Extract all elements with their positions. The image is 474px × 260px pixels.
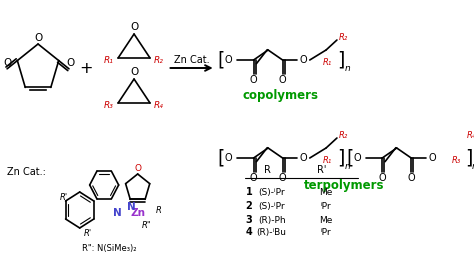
Text: O: O — [428, 153, 436, 163]
Text: O: O — [130, 22, 138, 32]
Text: (S)-ⁱPr: (S)-ⁱPr — [258, 187, 285, 197]
Text: R₁: R₁ — [104, 55, 114, 64]
Text: Me: Me — [319, 187, 333, 197]
Text: R": N(SiMe₃)₂: R": N(SiMe₃)₂ — [82, 244, 136, 252]
Text: ]: ] — [337, 50, 344, 69]
Text: R': R' — [84, 229, 92, 237]
Text: copolymers: copolymers — [243, 88, 319, 101]
Text: terpolymers: terpolymers — [304, 179, 384, 192]
Text: Zn: Zn — [130, 208, 145, 218]
Text: (S)-ⁱPr: (S)-ⁱPr — [258, 202, 285, 211]
Text: (R)-ⁱBu: (R)-ⁱBu — [257, 228, 287, 237]
Text: R₂: R₂ — [338, 131, 348, 140]
Text: O: O — [134, 164, 141, 172]
Text: O: O — [300, 153, 307, 163]
Text: (R)-Ph: (R)-Ph — [258, 216, 285, 224]
Text: R₂: R₂ — [154, 55, 164, 64]
Text: ⁱPr: ⁱPr — [321, 202, 331, 211]
Text: O: O — [130, 67, 138, 77]
Text: [: [ — [218, 148, 225, 167]
Text: m: m — [472, 161, 474, 171]
Text: Zn Cat.: Zn Cat. — [174, 55, 210, 65]
Text: 1: 1 — [246, 187, 253, 197]
Text: O: O — [67, 58, 75, 68]
Text: O: O — [279, 75, 286, 85]
Text: ]: ] — [465, 148, 473, 167]
Text: [: [ — [218, 50, 225, 69]
Text: O: O — [407, 173, 415, 183]
Text: 3: 3 — [246, 215, 253, 225]
Text: O: O — [34, 33, 42, 43]
Text: O: O — [353, 153, 361, 163]
Text: R₁: R₁ — [323, 57, 332, 67]
Text: 2: 2 — [246, 201, 253, 211]
Text: R₃: R₃ — [104, 101, 114, 109]
Text: Zn Cat.:: Zn Cat.: — [7, 167, 46, 177]
Text: ]: ] — [337, 148, 344, 167]
Text: N: N — [127, 202, 136, 212]
Text: O: O — [378, 173, 386, 183]
Text: ⁱPr: ⁱPr — [321, 228, 331, 237]
Text: R₂: R₂ — [338, 32, 348, 42]
Text: O: O — [250, 173, 257, 183]
Text: R₃: R₃ — [452, 155, 461, 165]
Text: R': R' — [317, 165, 326, 175]
Text: R: R — [264, 165, 271, 175]
Text: O: O — [3, 58, 11, 68]
Text: R: R — [155, 205, 162, 214]
Text: O: O — [300, 55, 307, 65]
Text: R': R' — [59, 192, 67, 202]
Text: R₁: R₁ — [323, 155, 332, 165]
Text: Me: Me — [319, 216, 333, 224]
Text: O: O — [224, 55, 232, 65]
Text: R": R" — [142, 220, 152, 230]
Text: n: n — [345, 63, 351, 73]
Text: R₄: R₄ — [154, 101, 164, 109]
Text: R₄: R₄ — [467, 131, 474, 140]
Text: O: O — [250, 75, 257, 85]
Text: +: + — [79, 61, 93, 75]
Text: n: n — [345, 161, 351, 171]
Text: [: [ — [346, 148, 353, 167]
Text: N: N — [113, 208, 122, 218]
Text: 4: 4 — [246, 227, 253, 237]
Text: O: O — [279, 173, 286, 183]
Text: O: O — [224, 153, 232, 163]
